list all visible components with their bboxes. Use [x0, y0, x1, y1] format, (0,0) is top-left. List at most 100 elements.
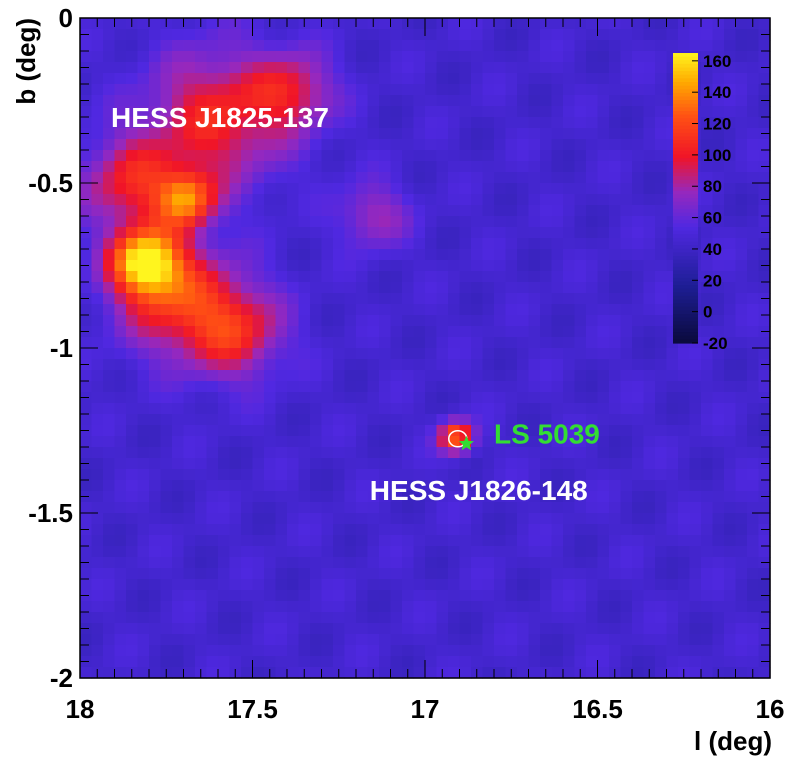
heatmap-cell: [298, 315, 311, 327]
heatmap-cell: [137, 645, 150, 657]
heatmap-cell: [344, 227, 357, 239]
heatmap-cell: [91, 194, 104, 206]
heatmap-cell: [402, 62, 415, 74]
heatmap-cell: [563, 513, 576, 525]
heatmap-cell: [574, 557, 587, 569]
heatmap-cell: [632, 205, 645, 217]
heatmap-cell: [436, 293, 449, 305]
colorbar-segment: [673, 89, 698, 94]
heatmap-cell: [609, 381, 622, 393]
heatmap-cell: [448, 480, 461, 492]
heatmap-cell: [367, 194, 380, 206]
heatmap-cell: [540, 535, 553, 547]
heatmap-cell: [620, 612, 633, 624]
heatmap-cell: [172, 117, 185, 129]
heatmap-cell: [275, 524, 288, 536]
heatmap-cell: [712, 425, 725, 437]
heatmap-cell: [137, 403, 150, 415]
heatmap-cell: [402, 337, 415, 349]
heatmap-cell: [103, 150, 116, 162]
heatmap-cell: [367, 106, 380, 118]
heatmap-cell: [183, 238, 196, 250]
heatmap-cell: [80, 205, 93, 217]
heatmap-cell: [551, 73, 564, 85]
heatmap-cell: [310, 590, 323, 602]
heatmap-cell: [91, 183, 104, 195]
heatmap-cell: [310, 491, 323, 503]
heatmap-cell: [563, 282, 576, 294]
heatmap-cell: [620, 205, 633, 217]
heatmap-cell: [459, 458, 472, 470]
heatmap-cell: [436, 535, 449, 547]
heatmap-cell: [689, 469, 702, 481]
heatmap-cell: [333, 612, 346, 624]
heatmap-cell: [425, 117, 438, 129]
heatmap-cell: [218, 590, 231, 602]
heatmap-cell: [482, 238, 495, 250]
heatmap-cell: [298, 425, 311, 437]
heatmap-cell: [356, 447, 369, 459]
heatmap-cell: [494, 524, 507, 536]
heatmap-cell: [241, 535, 254, 547]
heatmap-cell: [528, 392, 541, 404]
heatmap-cell: [471, 161, 484, 173]
heatmap-cell: [632, 447, 645, 459]
heatmap-cell: [563, 546, 576, 558]
heatmap-cell: [609, 458, 622, 470]
heatmap-cell: [425, 62, 438, 74]
heatmap-cell: [747, 205, 760, 217]
heatmap-cell: [563, 645, 576, 657]
heatmap-cell: [287, 623, 300, 635]
heatmap-cell: [206, 172, 219, 184]
heatmap-cell: [241, 392, 254, 404]
heatmap-cell: [206, 271, 219, 283]
heatmap-cell: [275, 414, 288, 426]
heatmap-cell: [91, 623, 104, 635]
heatmap-cell: [413, 612, 426, 624]
heatmap-cell: [344, 18, 357, 30]
heatmap-cell: [172, 227, 185, 239]
heatmap-cell: [482, 480, 495, 492]
heatmap-cell: [494, 447, 507, 459]
heatmap-cell: [356, 392, 369, 404]
heatmap-cell: [321, 161, 334, 173]
colorbar-segment: [673, 114, 698, 119]
heatmap-cell: [609, 601, 622, 613]
heatmap-cell: [655, 568, 668, 580]
heatmap-cell: [390, 436, 403, 448]
heatmap-cell: [425, 128, 438, 140]
heatmap-cell: [632, 634, 645, 646]
heatmap-cell: [241, 359, 254, 371]
heatmap-cell: [448, 304, 461, 316]
heatmap-cell: [229, 51, 242, 63]
heatmap-cell: [528, 117, 541, 129]
heatmap-cell: [505, 183, 518, 195]
heatmap-cell: [758, 601, 771, 613]
heatmap-cell: [356, 194, 369, 206]
heatmap-cell: [540, 172, 553, 184]
heatmap-cell: [413, 634, 426, 646]
heatmap-cell: [586, 40, 599, 52]
heatmap-cell: [137, 557, 150, 569]
heatmap-cell: [609, 645, 622, 657]
heatmap-cell: [574, 392, 587, 404]
heatmap-cell: [620, 557, 633, 569]
heatmap-cell: [666, 524, 679, 536]
heatmap-cell: [574, 315, 587, 327]
heatmap-cell: [609, 436, 622, 448]
heatmap-cell: [218, 40, 231, 52]
heatmap-cell: [402, 535, 415, 547]
heatmap-cell: [172, 480, 185, 492]
heatmap-cell: [425, 194, 438, 206]
heatmap-cell: [620, 546, 633, 558]
heatmap-cell: [609, 172, 622, 184]
heatmap-cell: [275, 579, 288, 591]
heatmap-cell: [436, 612, 449, 624]
heatmap-cell: [597, 447, 610, 459]
heatmap-cell: [402, 546, 415, 558]
heatmap-cell: [482, 194, 495, 206]
heatmap-cell: [298, 337, 311, 349]
source-label: HESS J1826-148: [370, 475, 588, 506]
heatmap-cell: [632, 161, 645, 173]
heatmap-cell: [275, 128, 288, 140]
